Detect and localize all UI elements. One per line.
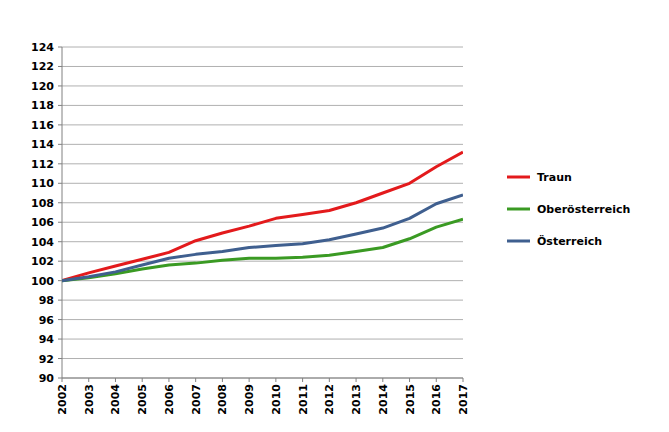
legend-label: Österreich <box>537 234 602 248</box>
y-tick-label: 122 <box>31 60 54 73</box>
x-tick <box>356 378 357 382</box>
grid-line <box>62 280 463 281</box>
y-tick <box>58 358 62 359</box>
y-tick <box>58 300 62 301</box>
y-tick-label: 112 <box>31 158 54 171</box>
y-tick <box>58 144 62 145</box>
y-tick-label: 108 <box>31 197 54 210</box>
plot-area <box>62 152 463 281</box>
grid-line <box>62 144 463 145</box>
grid-line <box>62 339 463 340</box>
y-tick <box>58 202 62 203</box>
legend-swatch <box>507 208 530 211</box>
legend-label: Traun <box>537 171 572 184</box>
x-tick-label: 2002 <box>56 384 69 415</box>
y-axis <box>62 47 63 378</box>
x-tick-label: 2009 <box>243 384 256 415</box>
y-tick-label: 116 <box>31 119 54 132</box>
x-tick-label: 2004 <box>109 384 122 415</box>
grid-line <box>62 124 463 125</box>
y-tick <box>58 222 62 223</box>
x-tick <box>142 378 143 382</box>
series-line <box>62 152 463 281</box>
legend-swatch <box>507 240 530 243</box>
y-tick <box>58 47 62 48</box>
legend-swatch <box>507 176 530 179</box>
x-tick <box>62 378 63 382</box>
x-tick-label: 2003 <box>83 384 96 415</box>
grid-line <box>62 300 463 301</box>
grid-line <box>62 261 463 262</box>
y-tick <box>58 339 62 340</box>
x-tick-label: 2010 <box>270 384 283 415</box>
x-tick <box>168 378 169 382</box>
x-tick-label: 2011 <box>297 384 310 415</box>
y-tick <box>58 183 62 184</box>
grid-line <box>62 163 463 164</box>
x-tick-label: 2013 <box>350 384 363 415</box>
x-tick-label: 2016 <box>430 384 443 415</box>
y-tick <box>58 280 62 281</box>
series-line <box>62 195 463 281</box>
y-tick-label: 106 <box>31 216 54 229</box>
y-tick-label: 94 <box>39 333 55 346</box>
x-tick <box>302 378 303 382</box>
grid-line <box>62 66 463 67</box>
legend-label: Oberösterreich <box>537 203 630 216</box>
grid-line <box>62 378 463 379</box>
x-tick-label: 2007 <box>190 384 203 415</box>
y-tick-label: 92 <box>39 353 54 366</box>
y-tick-label: 104 <box>31 236 54 249</box>
y-tick <box>58 261 62 262</box>
chart: 90 92 94 96 98 100 102 104 106 108 110 112 114 116 118… <box>0 0 669 432</box>
x-tick <box>222 378 223 382</box>
y-tick <box>58 105 62 106</box>
y-tick <box>58 319 62 320</box>
y-tick-label: 96 <box>39 314 55 327</box>
grid-line <box>62 47 463 48</box>
y-tick <box>58 66 62 67</box>
x-tick <box>329 378 330 382</box>
y-tick-label: 98 <box>39 294 54 307</box>
grid-line <box>62 202 463 203</box>
y-tick-label: 120 <box>31 80 54 93</box>
y-tick-label: 114 <box>31 138 54 151</box>
x-axis <box>62 378 463 379</box>
y-tick <box>58 378 62 379</box>
x-tick <box>115 378 116 382</box>
x-tick <box>88 378 89 382</box>
y-tick <box>58 163 62 164</box>
grid-line <box>62 183 463 184</box>
grid-line <box>62 85 463 86</box>
x-tick <box>436 378 437 382</box>
grid-line <box>62 319 463 320</box>
y-tick <box>58 241 62 242</box>
grid-line <box>62 105 463 106</box>
y-tick-label: 118 <box>31 99 54 112</box>
chart-container: 90 92 94 96 98 100 102 104 106 108 110 112 114 116 118… <box>0 0 669 432</box>
x-tick-label: 2014 <box>377 384 390 415</box>
x-tick-label: 2012 <box>323 384 336 415</box>
x-tick-label: 2008 <box>216 384 229 415</box>
y-tick <box>58 85 62 86</box>
x-tick <box>249 378 250 382</box>
x-tick <box>275 378 276 382</box>
x-tick <box>195 378 196 382</box>
y-tick-label: 110 <box>31 177 54 190</box>
y-tick-label: 124 <box>31 41 54 54</box>
y-tick-label: 100 <box>31 275 54 288</box>
x-tick-label: 2015 <box>404 384 417 415</box>
grid-line <box>62 358 463 359</box>
x-tick-label: 2005 <box>136 384 149 415</box>
y-tick-label: 102 <box>31 255 54 268</box>
x-tick <box>382 378 383 382</box>
y-tick <box>58 124 62 125</box>
x-tick <box>409 378 410 382</box>
y-tick-label: 90 <box>39 372 55 385</box>
x-tick <box>463 378 464 382</box>
x-tick-label: 2017 <box>457 384 470 415</box>
x-tick-label: 2006 <box>163 384 176 415</box>
